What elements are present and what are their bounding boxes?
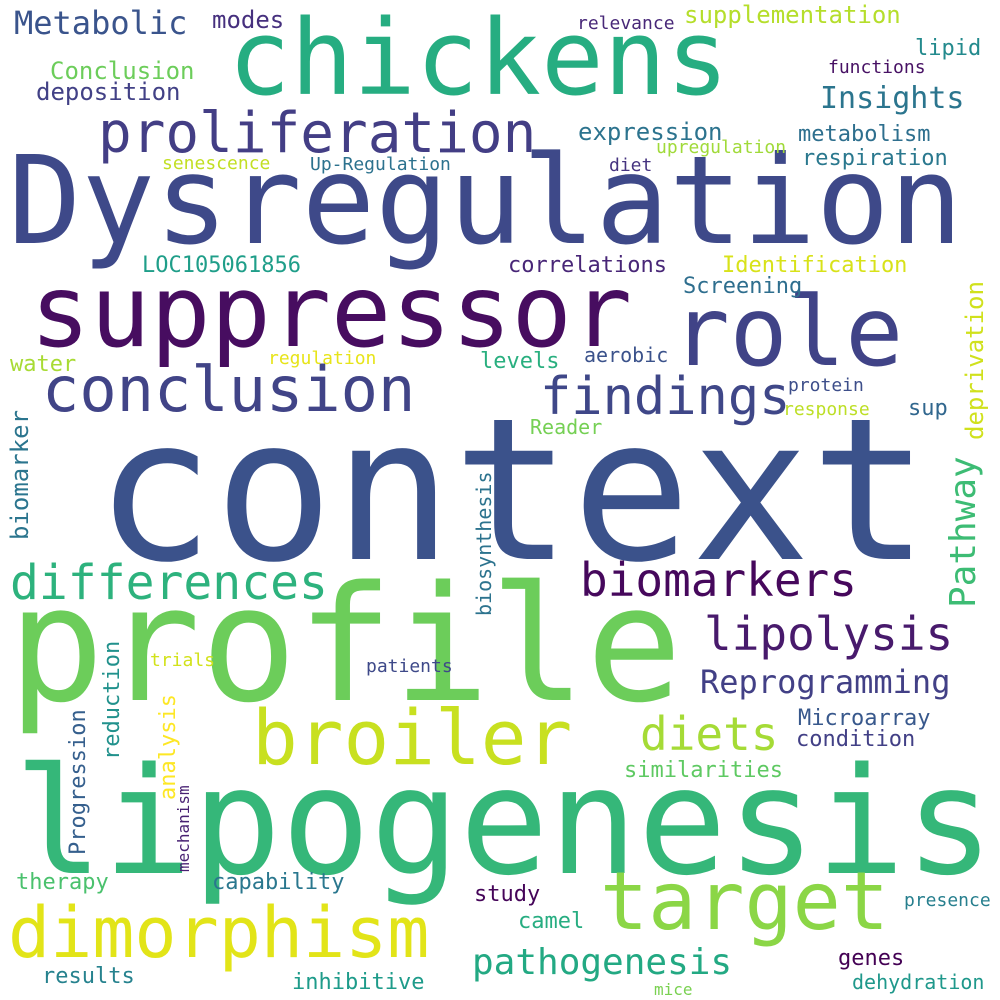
word-levels: levels <box>480 349 560 374</box>
word-insights: Insights <box>820 81 965 116</box>
word-results: results <box>42 964 135 989</box>
word-condition: condition <box>796 727 916 752</box>
word-loc105061856: LOC105061856 <box>142 253 301 278</box>
word-dysregulation: Dysregulation <box>8 130 963 272</box>
word-deposition: deposition <box>36 78 181 106</box>
word-response: response <box>783 399 870 420</box>
word-therapy: therapy <box>16 870 109 895</box>
word-functions: functions <box>828 57 926 78</box>
word-screening: Screening <box>683 274 803 299</box>
word-water: water <box>10 352 77 377</box>
word-biosynthesis: biosynthesis <box>472 471 496 617</box>
word-microarray: Microarray <box>798 706 931 731</box>
word-camel: camel <box>518 909 585 934</box>
word-conclusion: Conclusion <box>50 57 195 85</box>
word-protein: protein <box>788 375 864 396</box>
word-analysis: analysis <box>156 694 181 800</box>
word-respiration: respiration <box>802 146 948 171</box>
word-dehydration: dehydration <box>852 970 985 994</box>
word-target: target <box>600 855 889 948</box>
word-study: study <box>474 882 541 907</box>
word-diets: diets <box>640 707 779 761</box>
word-findings: findings <box>540 367 791 427</box>
word-reprogramming: Reprogramming <box>700 663 951 701</box>
word-sup: sup <box>908 396 948 421</box>
word-suppressor: suppressor <box>30 253 633 370</box>
word-relevance: relevance <box>577 13 675 34</box>
word-chickens: chickens <box>228 0 729 119</box>
word-capability: capability <box>212 870 345 895</box>
word-pathogenesis: pathogenesis <box>472 942 733 983</box>
word-role: role <box>672 276 904 388</box>
word-broiler: broiler <box>252 693 573 782</box>
word-progression: Progression <box>66 709 91 855</box>
word-conclusion: conclusion <box>42 353 416 426</box>
word-up-regulation: Up-Regulation <box>310 154 451 175</box>
word-supplementation: supplementation <box>684 1 901 29</box>
word-pathway: Pathway <box>943 456 984 608</box>
word-mice: mice <box>654 980 693 999</box>
word-inhibitive: inhibitive <box>292 970 425 995</box>
word-lipolysis: lipolysis <box>704 607 954 661</box>
word-proliferation: proliferation <box>98 101 537 166</box>
word-correlations: correlations <box>508 253 667 278</box>
word-aerobic: aerobic <box>584 343 669 367</box>
word-expression: expression <box>578 118 723 146</box>
word-biomarkers: biomarkers <box>580 553 857 607</box>
word-profile: profile <box>8 551 683 738</box>
word-similarities: similarities <box>624 758 783 783</box>
word-dimorphism: dimorphism <box>8 892 430 974</box>
word-lipogenesis: lipogenesis <box>14 736 995 908</box>
word-regulation: regulation <box>268 348 377 369</box>
word-diet: diet <box>609 155 653 176</box>
word-identification: Identification <box>722 253 908 278</box>
word-metabolism: metabolism <box>798 122 931 147</box>
word-patients: patients <box>366 656 453 677</box>
word-deprivation: deprivation <box>961 281 989 440</box>
word-biomarker: biomarker <box>6 409 34 540</box>
word-trials: trials <box>150 650 216 671</box>
word-context: context <box>95 375 930 606</box>
word-metabolic: Metabolic <box>14 4 188 42</box>
word-reduction: reduction <box>100 640 125 760</box>
word-reader: Reader <box>530 415 603 439</box>
word-lipid: lipid <box>915 36 982 61</box>
word-mechanism: mechanism <box>174 785 193 872</box>
word-presence: presence <box>904 890 991 911</box>
word-senescence: senescence <box>162 153 271 174</box>
word-differences: differences <box>10 555 328 611</box>
word-modes: modes <box>212 6 285 34</box>
word-genes: genes <box>838 946 905 971</box>
word-upregulation: upregulation <box>656 137 787 158</box>
